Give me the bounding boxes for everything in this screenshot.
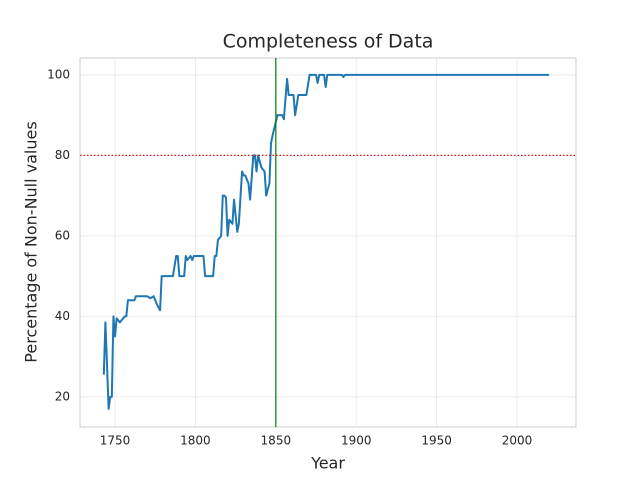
x-tick-label: 2000 xyxy=(502,434,533,448)
x-axis-label: Year xyxy=(310,454,345,473)
x-tick-label: 1900 xyxy=(341,434,372,448)
y-tick-label: 100 xyxy=(47,67,70,81)
x-tick-label: 1950 xyxy=(421,434,452,448)
x-tick-label: 1850 xyxy=(261,434,292,448)
y-axis-label: Percentage of Non-Null values xyxy=(22,121,41,362)
x-tick-label: 1800 xyxy=(180,434,211,448)
data-line xyxy=(102,73,550,410)
y-tick-label: 80 xyxy=(55,148,70,162)
plot-frame xyxy=(79,57,577,428)
y-tick-label: 40 xyxy=(55,309,70,323)
y-tick-label: 20 xyxy=(55,389,70,403)
chart-title: Completeness of Data xyxy=(223,31,434,53)
y-tick-label: 60 xyxy=(55,228,70,242)
x-tick-label: 1750 xyxy=(100,434,131,448)
